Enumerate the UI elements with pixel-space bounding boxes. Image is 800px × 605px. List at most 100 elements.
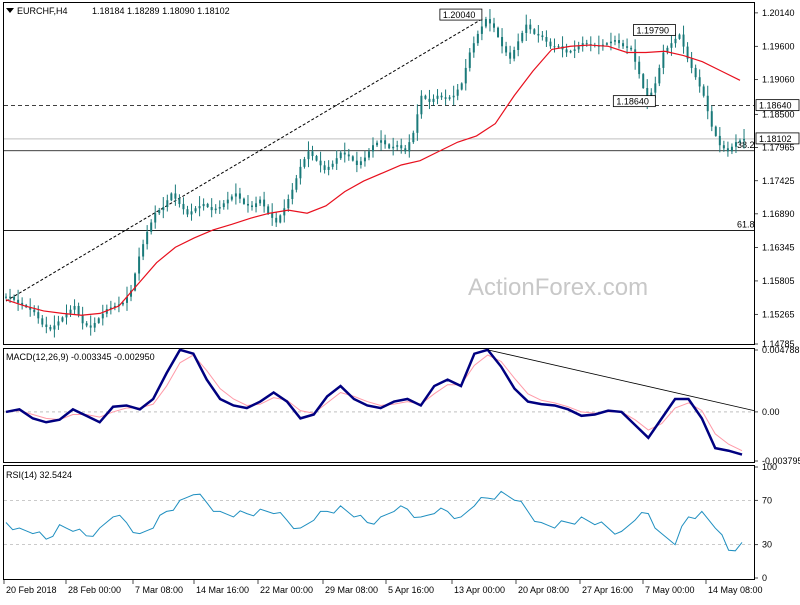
candle-body: [214, 208, 217, 211]
candle-body: [327, 166, 330, 170]
candle-body: [311, 151, 314, 157]
candle-body: [541, 35, 544, 38]
candle-body: [553, 46, 556, 48]
time-tick-label: 7 May 00:00: [645, 585, 695, 595]
price-tick-label: 1.17965: [762, 142, 795, 152]
candle-body: [295, 178, 298, 190]
candle-body: [376, 142, 379, 146]
candle-body: [246, 203, 249, 206]
candle-body: [194, 208, 197, 212]
candle-body: [182, 203, 185, 210]
candle-body: [658, 67, 661, 84]
candle-body: [319, 160, 322, 166]
candle-body: [41, 318, 44, 325]
last-price-label: 1.18102: [759, 134, 792, 144]
rsi-tick-label: 70: [762, 495, 772, 505]
candle-body: [424, 95, 427, 99]
candle-body: [158, 210, 161, 214]
candle-body: [464, 67, 467, 84]
candle-body: [134, 273, 137, 291]
candle-body: [573, 49, 576, 51]
rsi-tick-label: 0: [762, 573, 767, 583]
candle-body: [739, 140, 741, 143]
candle-body: [339, 152, 342, 159]
candle-body: [242, 198, 245, 204]
candle-body: [452, 95, 455, 98]
candle-body: [557, 46, 560, 48]
candle-body: [690, 58, 693, 68]
candle-body: [125, 296, 128, 303]
candle-body: [428, 98, 431, 102]
candle-body: [581, 43, 584, 47]
sma-line: [5, 44, 741, 316]
candle-body: [275, 217, 278, 223]
candle-body: [714, 126, 717, 136]
price-axis: 1.20140 1.19600 1.19060 1.18500 1.17965 1.174…: [754, 8, 795, 349]
candle-body: [388, 144, 391, 149]
trendline: [5, 18, 483, 302]
level-marker-label: 1.18640: [759, 101, 792, 111]
time-tick-label: 13 Apr 00:00: [454, 585, 505, 595]
candle-body: [37, 312, 40, 319]
candle-body: [408, 142, 411, 152]
candle-body: [162, 207, 165, 211]
candle-body: [492, 23, 495, 28]
candle-body: [335, 158, 338, 164]
candle-body: [392, 146, 395, 149]
candle-body: [166, 200, 169, 208]
rsi-axis: 100 70 30 0: [754, 462, 777, 583]
candle-body: [565, 49, 568, 53]
ohlc-label: 1.18184 1.18289 1.18090 1.18102: [92, 6, 230, 16]
candle-body: [206, 203, 209, 208]
candle-body: [670, 43, 673, 48]
candle-body: [351, 156, 354, 161]
candle-body: [545, 37, 548, 42]
price-annotation-box: [633, 24, 676, 36]
candle-body: [138, 256, 141, 274]
candle-body: [476, 33, 479, 44]
candle-body: [513, 49, 516, 59]
time-tick-label: 14 May 08:00: [708, 585, 763, 595]
candle-body: [291, 189, 294, 200]
candle-body: [537, 33, 540, 36]
candle-body: [263, 199, 266, 207]
price-annotations: 1.20040 1.19790 1.18640: [439, 8, 676, 108]
candle-body: [654, 83, 657, 93]
candle-body: [448, 97, 451, 99]
price-tick-label: 1.15805: [762, 276, 795, 286]
candle-body: [150, 222, 153, 232]
candle-body: [89, 325, 92, 328]
candle-body: [662, 52, 665, 68]
fib-label: 61.8: [737, 220, 755, 230]
candle-body: [355, 160, 358, 165]
candle-body: [706, 95, 709, 112]
time-tick-label: 27 Apr 16:00: [582, 585, 633, 595]
candle-body: [21, 302, 24, 306]
candle-body: [638, 61, 641, 75]
candle-body: [109, 307, 112, 310]
price-annotation-box: [439, 8, 483, 21]
candle-body: [456, 89, 459, 96]
price-annotation-label: 1.18640: [616, 97, 649, 107]
candle-body: [238, 193, 241, 199]
candle-body: [642, 74, 645, 89]
candle-body: [367, 151, 370, 158]
candle-body: [202, 203, 205, 207]
candle-body: [190, 211, 193, 215]
candle-body: [420, 95, 423, 115]
macd-tick-label: 0.00: [762, 407, 780, 417]
candle-body: [299, 166, 302, 179]
candle-body: [13, 296, 16, 300]
candle-body: [61, 317, 64, 322]
candle-body: [622, 43, 625, 47]
price-annotation-box: [612, 95, 656, 108]
time-tick-label: 29 Mar 08:00: [325, 585, 378, 595]
header-triangle-icon: [6, 8, 14, 13]
candle-body: [146, 231, 149, 245]
candle-body: [303, 159, 306, 167]
candle-body: [613, 40, 616, 42]
candle-body: [618, 40, 621, 44]
candle-body: [85, 323, 88, 326]
